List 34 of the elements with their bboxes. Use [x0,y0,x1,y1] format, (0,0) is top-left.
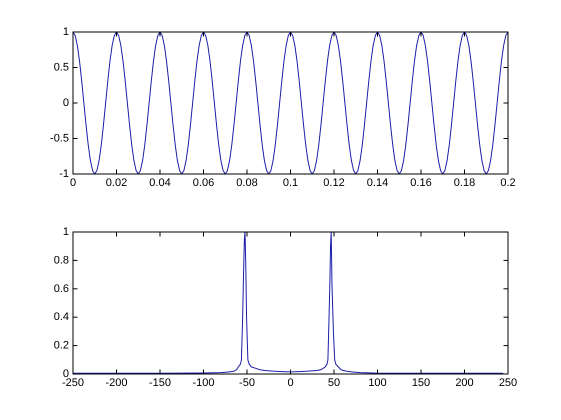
x-tick-label: -200 [105,377,128,390]
x-tick-label: 0.02 [106,177,128,190]
x-tick-label: 0.18 [454,177,476,190]
x-tick-label: 0.14 [366,177,388,190]
x-tick-label: 0.08 [236,177,258,190]
line-series [72,232,504,374]
x-tick-label: 0.2 [500,177,516,190]
x-tick-label: 0.12 [323,177,345,190]
x-tick-label: -50 [239,377,255,390]
x-tick-label: 50 [328,377,340,390]
x-tick-label: 0.16 [410,177,432,190]
x-tick-label: 250 [498,377,518,390]
x-tick-label: -250 [62,377,84,390]
y-tick-label: 0.4 [54,311,69,324]
y-tick-label: 0 [62,97,69,109]
y-tick-label: 0.5 [54,62,69,74]
y-tick-label: 0 [62,368,69,380]
x-tick-label: 100 [368,377,387,390]
y-tick-label: 1 [62,26,69,38]
x-tick-label: 0.1 [282,177,298,190]
y-tick-label: 1 [62,226,69,238]
x-tick-label: -150 [148,377,172,390]
x-tick-label: 200 [455,377,474,390]
y-tick-label: 0.8 [54,254,69,266]
y-tick-label: 0.2 [54,340,69,352]
x-tick-label: 150 [412,377,430,390]
x-tick-label: 0.06 [192,177,214,190]
y-tick-label: -1 [59,168,69,180]
x-tick-label: -100 [192,377,215,390]
x-tick-label: 0 [287,377,294,390]
y-tick-label: -0.5 [50,132,69,144]
x-tick-label: 0.04 [149,177,171,190]
y-tick-label: 0.6 [54,282,69,295]
line-series [72,32,508,174]
